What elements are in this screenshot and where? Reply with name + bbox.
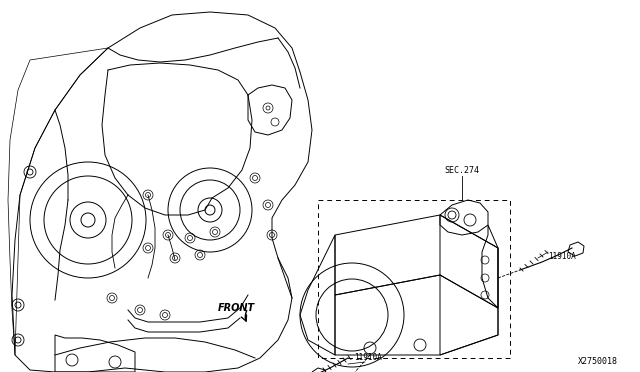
Text: SEC.274: SEC.274 (445, 166, 479, 175)
Text: FRONT: FRONT (218, 303, 255, 313)
Text: 11910A: 11910A (354, 353, 382, 362)
Text: 11910A: 11910A (548, 252, 576, 261)
Text: X2750018: X2750018 (578, 357, 618, 366)
